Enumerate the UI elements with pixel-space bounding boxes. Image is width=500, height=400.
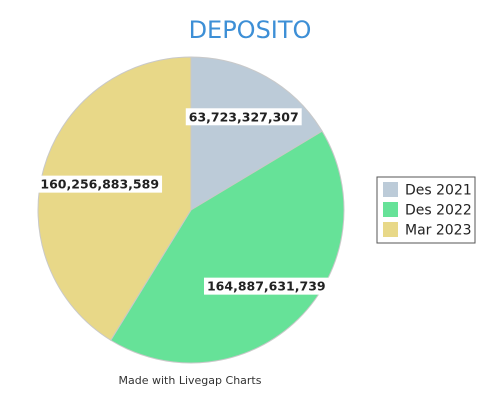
footer-credit: Made with Livegap Charts — [119, 374, 262, 387]
data-labels: 63,723,327,307 164,887,631,739 160,256,883… — [37, 108, 329, 295]
legend-label-des-2021: Des 2021 — [405, 183, 472, 199]
legend: Des 2021 Des 2022 Mar 2023 — [376, 176, 476, 244]
data-label-des-2021: 63,723,327,307 — [189, 109, 299, 124]
legend-swatch-mar-2023 — [383, 222, 398, 237]
data-label-mar-2023: 160,256,883,589 — [40, 177, 159, 192]
pie-slice-des-2021 — [190, 56, 323, 211]
data-label-des-2022: 164,887,631,739 — [207, 279, 326, 294]
legend-swatch-des-2022 — [383, 202, 398, 217]
legend-label-mar-2023: Mar 2023 — [405, 223, 472, 239]
legend-label-des-2022: Des 2022 — [405, 203, 472, 219]
pie-slice-mar-2023 — [37, 56, 192, 341]
pie-slices — [37, 56, 345, 364]
data-label-background — [185, 108, 302, 126]
legend-swatch-des-2021 — [383, 182, 398, 197]
data-label-background — [203, 277, 329, 295]
data-label-background — [37, 175, 163, 193]
chart-title: DEPOSITO — [189, 16, 312, 44]
pie-slice-des-2022 — [110, 130, 345, 364]
